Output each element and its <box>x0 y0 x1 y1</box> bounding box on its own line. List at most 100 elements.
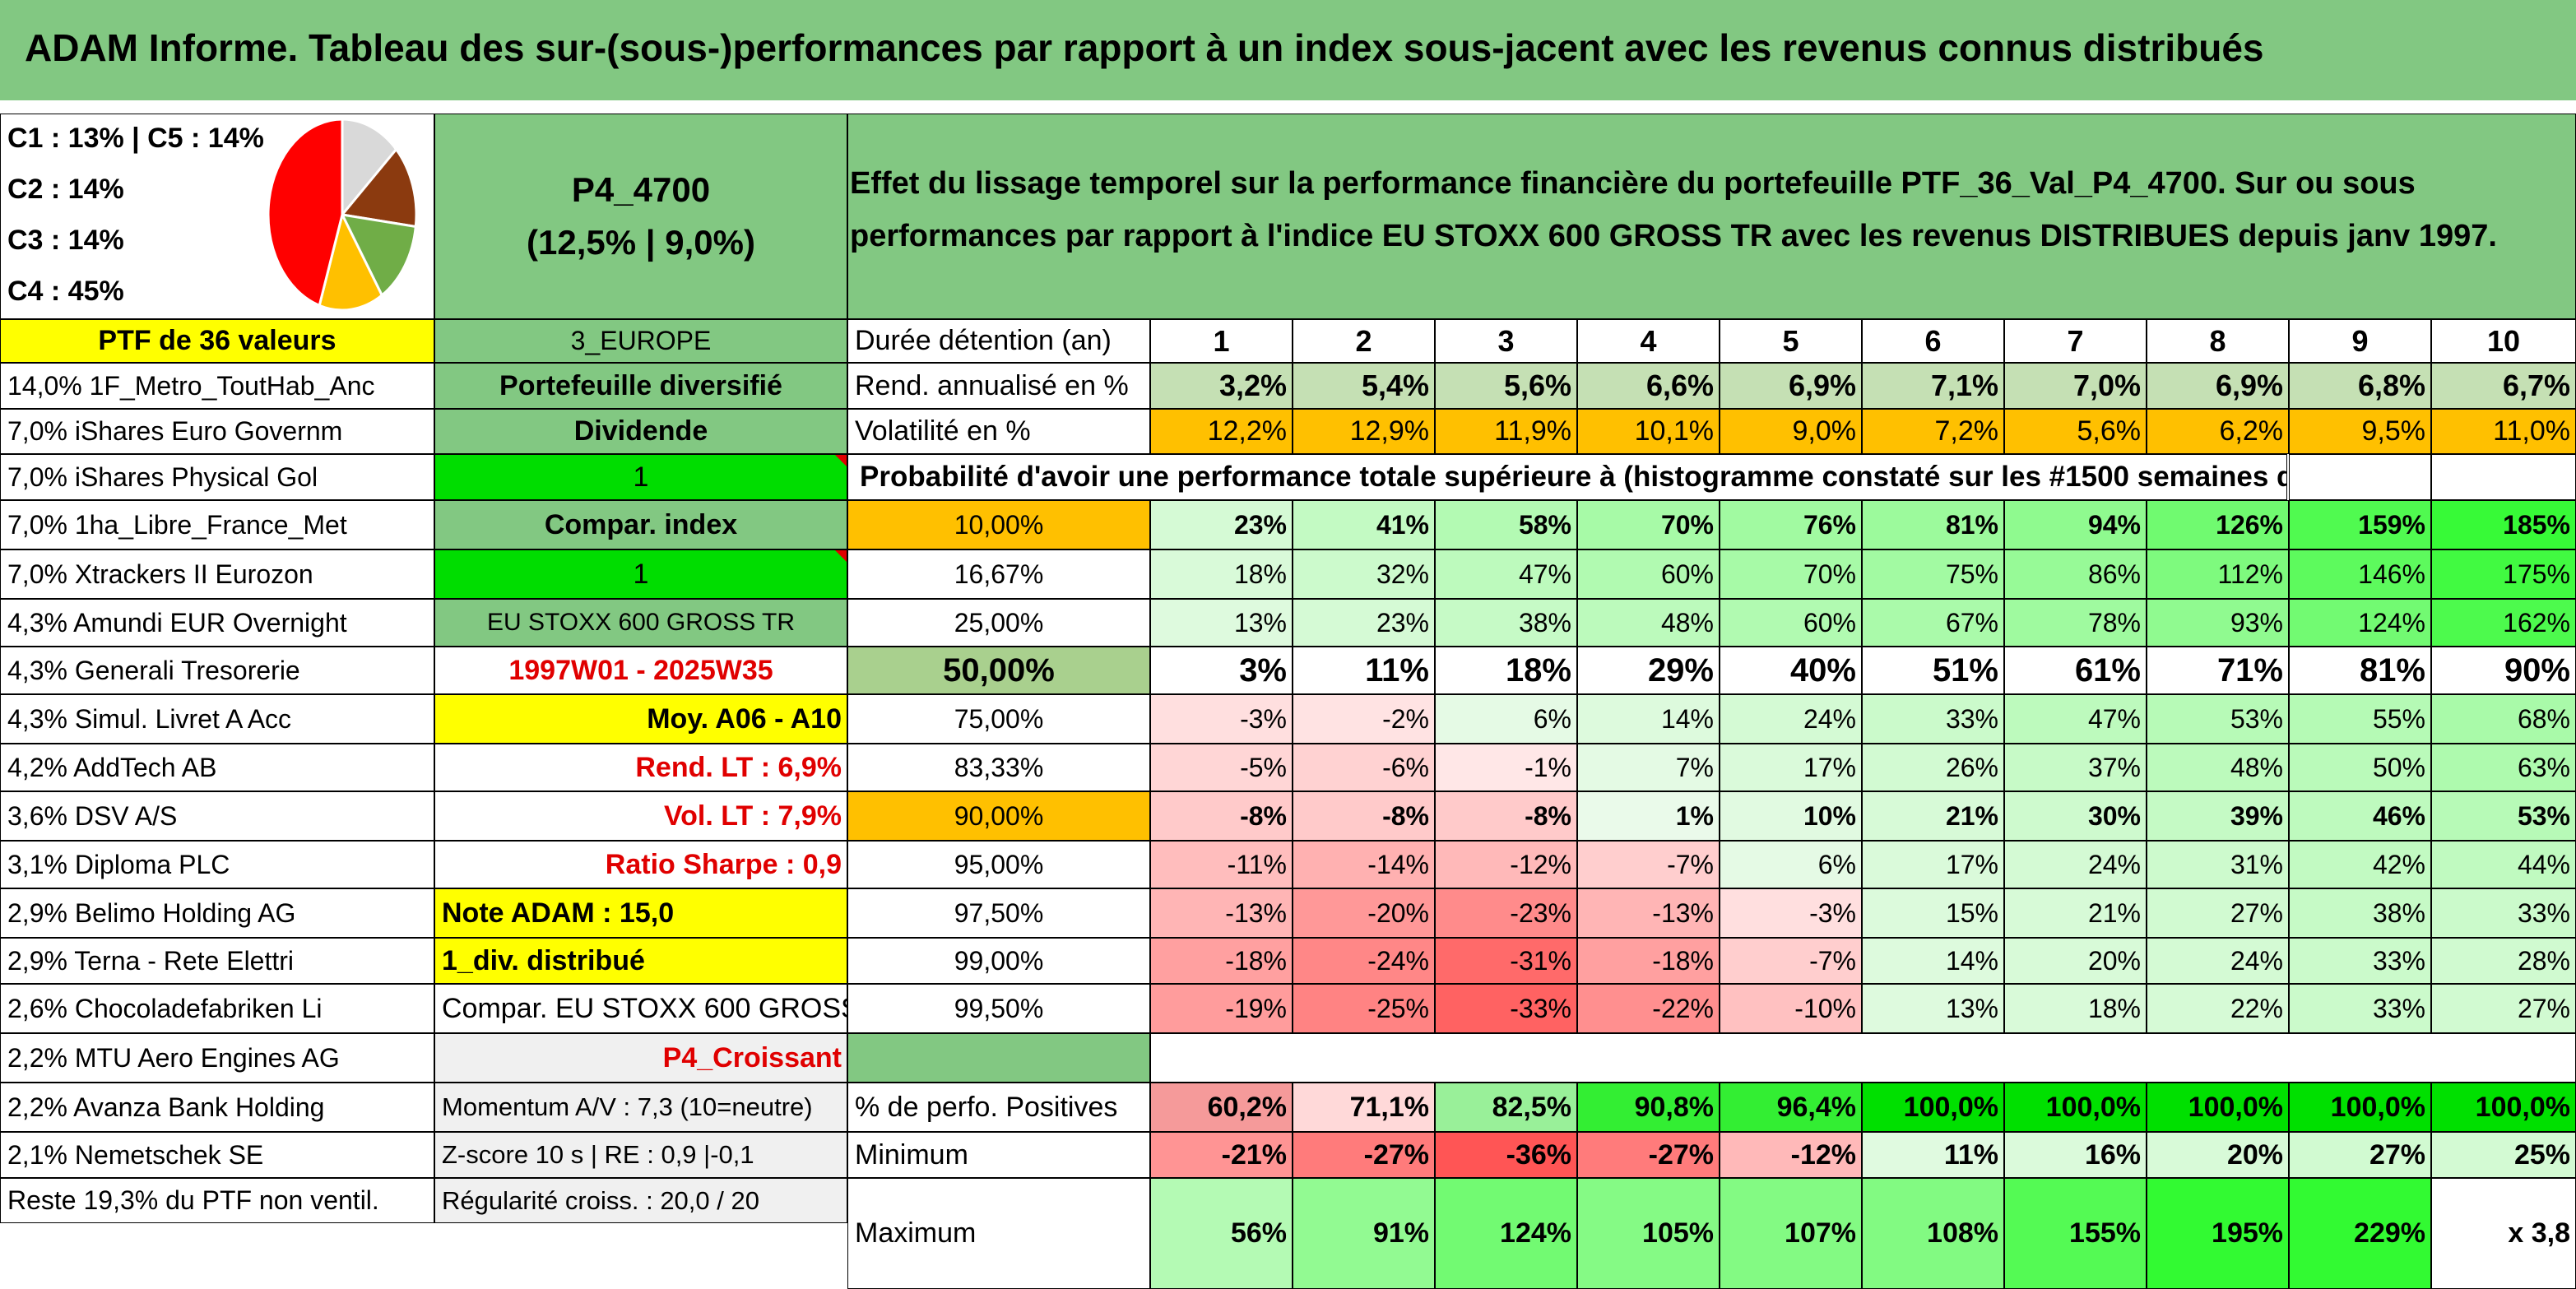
mid-col-9: Rend. LT : 6,9% <box>434 744 847 791</box>
left-col-5: 7,0% Xtrackers II Eurozon <box>0 549 434 599</box>
probability-value: 90% <box>2431 647 2576 694</box>
probability-value: 146% <box>2289 549 2431 599</box>
mid-col-10: Vol. LT : 7,9% <box>434 791 847 841</box>
probability-value: 26% <box>1862 744 2004 791</box>
probability-level: 99,50% <box>847 984 1150 1033</box>
positives-value: 100,0% <box>2289 1083 2431 1132</box>
mid-col-5: 1 <box>434 549 847 599</box>
probability-value: 38% <box>2289 888 2431 938</box>
minimum-value: -12% <box>1720 1132 1862 1178</box>
probability-value: 37% <box>2004 744 2147 791</box>
probability-value: 70% <box>1720 549 1862 599</box>
probability-value: 124% <box>2289 599 2431 647</box>
probability-value: 126% <box>2147 500 2289 549</box>
maximum-value: 108% <box>1862 1178 2004 1289</box>
probability-value: 14% <box>1577 694 1720 744</box>
year-2: 2 <box>1293 319 1435 363</box>
pie-label-c2: C2 : 14% <box>7 174 124 205</box>
probability-value: 33% <box>2431 888 2576 938</box>
probability-value: 71% <box>2147 647 2289 694</box>
mid-col-17: Z-score 10 s | RE : 0,9 |-0,1 <box>434 1132 847 1178</box>
probability-value: 18% <box>1150 549 1293 599</box>
left-col-3: 7,0% iShares Physical Gol <box>0 454 434 500</box>
probability-value: -18% <box>1150 938 1293 984</box>
vol-value: 9,0% <box>1720 409 1862 454</box>
probability-value: 44% <box>2431 841 2576 888</box>
blank-cell <box>2431 454 2576 500</box>
minimum-value: -27% <box>1293 1132 1435 1178</box>
rend-value: 6,9% <box>1720 363 1862 409</box>
probability-value: 18% <box>1435 647 1577 694</box>
probability-value: 48% <box>2147 744 2289 791</box>
probability-value: -1% <box>1435 744 1577 791</box>
probability-value: -8% <box>1293 791 1435 841</box>
portfolio-description: Effet du lissage temporel sur la perform… <box>847 114 2576 319</box>
probability-value: -2% <box>1293 694 1435 744</box>
mid-col-2: Dividende <box>434 409 847 454</box>
probability-level: 83,33% <box>847 744 1150 791</box>
probability-value: -24% <box>1293 938 1435 984</box>
probability-value: 39% <box>2147 791 2289 841</box>
mid-col-0: 3_EUROPE <box>434 319 847 363</box>
year-9: 9 <box>2289 319 2431 363</box>
minimum-value: 11% <box>1862 1132 2004 1178</box>
probability-value: 24% <box>1720 694 1862 744</box>
probability-value: -23% <box>1435 888 1577 938</box>
positives-value: 100,0% <box>2431 1083 2576 1132</box>
blank-green-cell <box>847 1033 1150 1083</box>
vol-value: 11,9% <box>1435 409 1577 454</box>
probability-value: 86% <box>2004 549 2147 599</box>
probability-value: 78% <box>2004 599 2147 647</box>
probability-value: 41% <box>1293 500 1435 549</box>
minimum-value: -27% <box>1577 1132 1720 1178</box>
probability-value: -6% <box>1293 744 1435 791</box>
positives-value: 96,4% <box>1720 1083 1862 1132</box>
probability-level: 25,00% <box>847 599 1150 647</box>
probability-value: 13% <box>1150 599 1293 647</box>
maximum-value: 124% <box>1435 1178 1577 1289</box>
probability-value: 38% <box>1435 599 1577 647</box>
left-col-12: 2,9% Belimo Holding AG <box>0 888 434 938</box>
probability-value: 32% <box>1293 549 1435 599</box>
mid-col-15: P4_Croissant <box>434 1033 847 1083</box>
probability-value: 18% <box>2004 984 2147 1033</box>
maximum-value: 107% <box>1720 1178 1862 1289</box>
probability-value: 42% <box>2289 841 2431 888</box>
probability-value: 162% <box>2431 599 2576 647</box>
probability-value: -11% <box>1150 841 1293 888</box>
probability-value: 23% <box>1150 500 1293 549</box>
mid-col-11: Ratio Sharpe : 0,9 <box>434 841 847 888</box>
probability-value: 47% <box>2004 694 2147 744</box>
probability-value: 60% <box>1720 599 1862 647</box>
probability-level: 90,00% <box>847 791 1150 841</box>
probability-value: -13% <box>1577 888 1720 938</box>
rend-value: 5,6% <box>1435 363 1577 409</box>
pie-slice-c2 <box>340 213 417 298</box>
probability-value: 112% <box>2147 549 2289 599</box>
probability-value: -14% <box>1293 841 1435 888</box>
portfolio-perf: (12,5% | 9,0%) <box>527 223 755 262</box>
mid-col-13: 1_div. distribué <box>434 938 847 984</box>
mid-col-4: Compar. index <box>434 500 847 549</box>
minimum-value: 20% <box>2147 1132 2289 1178</box>
probability-value: -7% <box>1720 938 1862 984</box>
probability-value: -22% <box>1577 984 1720 1033</box>
probability-level: 99,00% <box>847 938 1150 984</box>
probability-level: 10,00% <box>847 500 1150 549</box>
probability-value: 76% <box>1720 500 1862 549</box>
vol-value: 6,2% <box>2147 409 2289 454</box>
year-8: 8 <box>2147 319 2289 363</box>
minimum-value: -21% <box>1150 1132 1293 1178</box>
left-col-18: Reste 19,3% du PTF non ventil. <box>0 1178 434 1223</box>
year-4: 4 <box>1577 319 1720 363</box>
probability-value: 13% <box>1862 984 2004 1033</box>
probability-value: 1% <box>1577 791 1720 841</box>
probability-value: 47% <box>1435 549 1577 599</box>
probability-value: 29% <box>1577 647 1720 694</box>
probability-value: 93% <box>2147 599 2289 647</box>
probability-value: 10% <box>1720 791 1862 841</box>
positives-value: 100,0% <box>2004 1083 2147 1132</box>
minimum-label: Minimum <box>847 1132 1150 1178</box>
comment-marker <box>835 550 847 562</box>
positives-value: 60,2% <box>1150 1083 1293 1132</box>
